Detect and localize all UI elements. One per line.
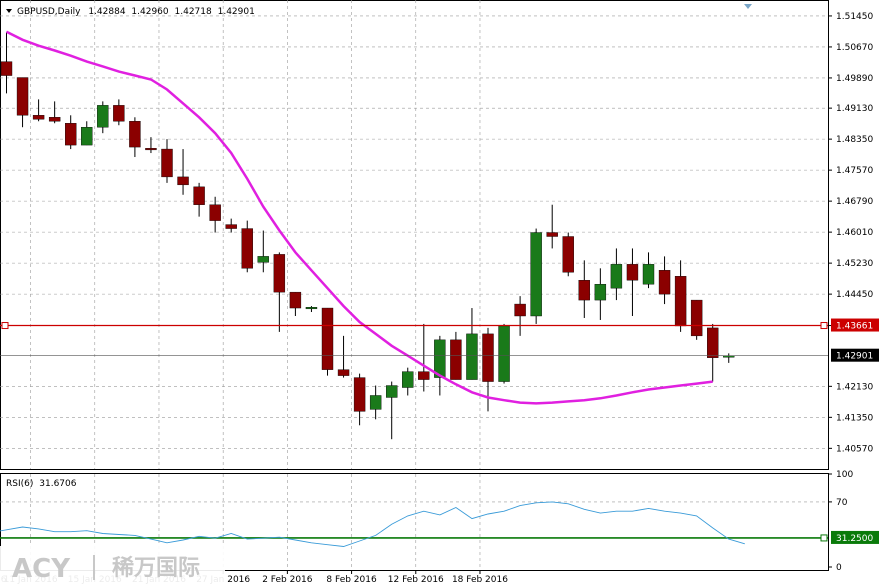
price-tick-label: 1.49130 — [836, 104, 873, 114]
price-tick-label: 1.42130 — [836, 382, 873, 392]
candle-bear — [514, 303, 526, 317]
collapse-arrow-icon[interactable] — [6, 9, 12, 13]
candle-bear — [482, 333, 494, 382]
rsi-series: 31.2500 — [0, 501, 879, 547]
candle-bull — [402, 371, 414, 388]
candle-bear — [225, 224, 237, 229]
candle-bull — [594, 283, 607, 301]
price-tick-label: 1.44450 — [836, 290, 873, 300]
hline-handle-left — [1, 322, 9, 330]
candle-bear — [241, 228, 253, 269]
candle-bear — [707, 327, 719, 358]
price-tick-label: 1.41350 — [836, 413, 873, 423]
candle-bear — [273, 254, 286, 293]
date-tick-label: 12 Feb 2016 — [388, 575, 444, 585]
candle-bear — [578, 280, 590, 301]
candle-bull — [81, 127, 93, 146]
candle-bull — [434, 339, 446, 378]
candle-bear — [16, 77, 29, 116]
price-tick-label: 1.48350 — [836, 135, 873, 145]
scroll-marker-icon — [744, 4, 752, 9]
rsi-line — [0, 501, 745, 547]
main-panel-frame — [0, 0, 829, 470]
date-tick-label: 8 Feb 2016 — [326, 575, 377, 585]
candle-bear — [674, 276, 687, 327]
hline-handle-right — [820, 322, 828, 330]
candle-bull — [97, 105, 109, 128]
rsi-tick-label: 0 — [836, 563, 842, 573]
candle-bear — [129, 121, 141, 148]
date-tick-label: 18 Feb 2016 — [452, 575, 508, 585]
candle-bear — [690, 299, 703, 337]
current-price-label: 1.42901 — [836, 352, 873, 362]
date-tick-label: 2 Feb 2016 — [262, 575, 313, 585]
candles — [0, 31, 735, 440]
candle-bear — [0, 61, 13, 76]
candle-bear — [337, 369, 350, 376]
price-tick-label: 1.45230 — [836, 259, 873, 269]
candle-bear — [626, 264, 639, 281]
candle-bear — [418, 371, 430, 380]
candle-bear — [353, 377, 366, 412]
candle-bear — [450, 339, 462, 380]
price-tick-label: 1.47570 — [836, 166, 873, 176]
hline-price-label: 1.43661 — [836, 322, 873, 332]
price-tick-label: 1.50670 — [836, 43, 873, 53]
candle-bear — [321, 307, 334, 370]
rsi-panel-frame — [0, 473, 829, 571]
candle-bear — [32, 115, 45, 120]
candle-bear — [546, 232, 558, 237]
candle-bull — [642, 264, 655, 285]
rsi-tick-label: 70 — [836, 498, 848, 508]
candle-bear — [145, 148, 157, 151]
candle-bull — [530, 232, 542, 317]
price-tick-label: 1.49890 — [836, 74, 873, 84]
candle-bull — [386, 385, 398, 398]
candle-bull — [498, 325, 510, 382]
current-price-box — [831, 348, 879, 362]
candle-bear — [193, 186, 205, 205]
rsi-axis: 100 70 0 — [828, 470, 853, 573]
candle-bear — [562, 236, 574, 273]
rsi-label: RSI(6) 31.6706 — [6, 479, 77, 489]
chart-symbol-label: GBPUSD,Daily 1.42884 1.42960 1.42718 1.4… — [17, 7, 255, 17]
rsi-tick-label: 100 — [836, 470, 853, 480]
acy-watermark: ACY 稀万国际 — [0, 546, 225, 588]
candle-bear — [113, 105, 125, 122]
hline-price-box — [831, 318, 879, 332]
candle-bull — [466, 333, 478, 380]
rsi-level-label: 31.2500 — [836, 534, 873, 544]
watermark-cn: 稀万国际 — [112, 555, 200, 581]
candle-bear — [161, 148, 173, 178]
price-axis: 1.51450 1.50670 1.49890 1.49130 1.48350 1.475… — [828, 12, 873, 454]
price-tick-label: 1.40570 — [836, 444, 873, 454]
price-tick-label: 1.46790 — [836, 197, 873, 207]
grid — [0, 0, 828, 570]
candle-bear — [209, 204, 221, 221]
candle-bull — [369, 395, 382, 410]
candle-bull — [305, 307, 318, 310]
candle-bull — [257, 256, 269, 263]
moving-average — [5, 30, 713, 405]
candle-bear — [177, 176, 189, 186]
candle-bear — [64, 123, 77, 146]
price-tick-label: 1.51450 — [836, 12, 873, 22]
candle-bear — [658, 270, 671, 295]
horizontal-lines: 1.43661 1.42901 — [0, 318, 879, 362]
rsi-level-handle — [820, 534, 828, 542]
watermark-brand: ACY — [12, 554, 71, 584]
price-tick-label: 1.46010 — [836, 228, 873, 238]
candle-bull — [610, 264, 623, 289]
ma-line — [5, 30, 713, 405]
candle-bear — [48, 117, 61, 122]
rsi-level-box — [831, 530, 879, 544]
candle-bear — [289, 291, 302, 309]
